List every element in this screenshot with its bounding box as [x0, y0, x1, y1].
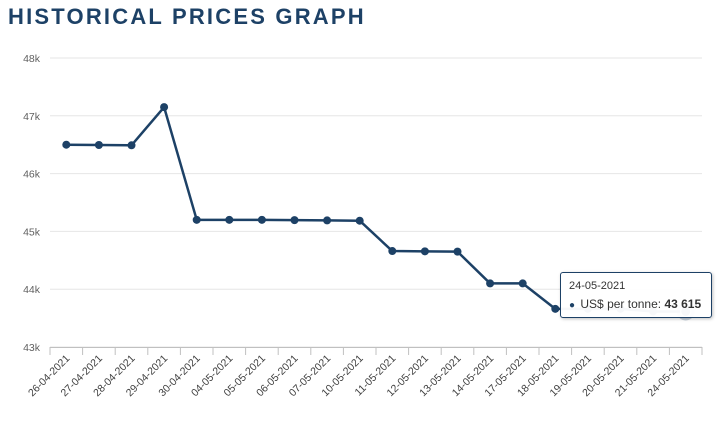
x-axis: 26-04-202127-04-202128-04-202129-04-2021… — [26, 347, 703, 399]
tooltip-date: 24-05-2021 — [569, 280, 626, 292]
data-point[interactable] — [127, 141, 136, 150]
data-point[interactable] — [257, 215, 266, 224]
data-point[interactable] — [62, 140, 71, 149]
tooltip-row: ● US$ per tonne: 43 615 — [569, 297, 703, 313]
y-tick-label: 45k — [23, 226, 41, 238]
data-point[interactable] — [420, 247, 429, 256]
y-tick-label: 46k — [23, 169, 41, 181]
y-tick-label: 43k — [23, 342, 41, 354]
data-point[interactable] — [551, 304, 560, 313]
data-point[interactable] — [388, 247, 397, 256]
data-point[interactable] — [486, 279, 495, 288]
data-point[interactable] — [355, 216, 364, 225]
y-tick-label: 48k — [23, 53, 41, 65]
y-axis: 43k 44k 45k 46k 47k 48k — [23, 53, 41, 354]
tooltip-series-dot-icon: ● — [569, 300, 576, 311]
tooltip-series-label: US$ per tonne: — [580, 297, 662, 311]
y-tick-label: 47k — [23, 111, 41, 123]
data-point[interactable] — [290, 216, 299, 225]
data-point[interactable] — [225, 215, 234, 224]
data-point[interactable] — [323, 216, 332, 225]
y-tick-label: 44k — [23, 284, 41, 296]
data-point[interactable] — [453, 247, 462, 256]
page-title: HISTORICAL PRICES GRAPH — [8, 4, 366, 29]
tooltip-value: 43 615 — [664, 297, 702, 311]
data-point[interactable] — [94, 140, 103, 149]
data-point[interactable] — [160, 103, 169, 112]
data-point[interactable] — [192, 215, 201, 224]
chart-tooltip: 24-05-2021 ● US$ per tonne: 43 615 — [560, 272, 712, 318]
data-point[interactable] — [518, 279, 527, 288]
